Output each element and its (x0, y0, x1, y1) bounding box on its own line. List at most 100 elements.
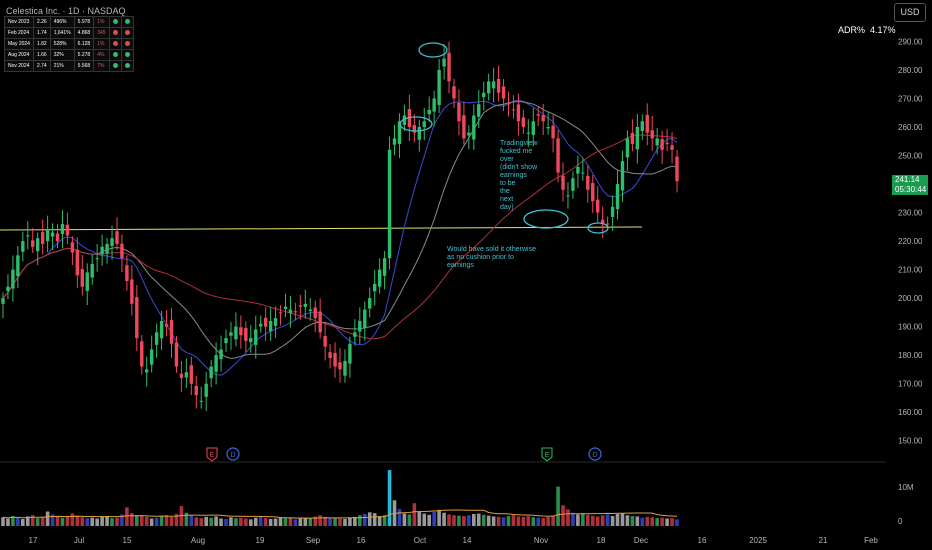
volume-bar (288, 517, 293, 526)
x-tick-label: 15 (123, 536, 132, 545)
volume-bar (11, 516, 15, 526)
candle-body (586, 175, 590, 190)
volume-bar (546, 516, 550, 526)
candle-body (610, 206, 615, 217)
candle-body (551, 125, 555, 139)
ma-mid-line (2, 101, 678, 359)
y-tick-label: 230.00 (898, 209, 923, 218)
candle-body (511, 109, 516, 111)
candle-body (467, 132, 471, 136)
x-tick-label: 2025 (749, 536, 767, 545)
volume-bar (397, 509, 402, 526)
candle-body (556, 138, 560, 173)
earnings-cell: 6.128 (73, 38, 95, 50)
highlight-circle-low (587, 222, 609, 234)
volume-bar (561, 505, 565, 526)
volume-bar (660, 517, 664, 526)
x-tick-label: Aug (191, 536, 205, 545)
volume-bar (432, 511, 436, 526)
moving-averages (2, 99, 678, 376)
volume-bar (115, 517, 119, 526)
y-tick-label: 270.00 (898, 94, 923, 103)
y-tick-label: 260.00 (898, 123, 923, 132)
candle-body (278, 312, 283, 314)
candle-body (665, 142, 669, 145)
volume-bar (169, 516, 174, 526)
currency-button[interactable]: USD (894, 3, 926, 22)
support-line (0, 226, 643, 231)
annotation-sold[interactable]: Would have sold it otherwise as no cushi… (447, 246, 536, 270)
candle-body (516, 104, 521, 122)
volume-bar (209, 517, 213, 526)
y-tick-label: 210.00 (898, 266, 923, 275)
volume-bar (323, 516, 327, 526)
earnings-cell: 5.278 (73, 49, 95, 61)
candle-body (650, 130, 654, 139)
volume-bar (501, 517, 506, 526)
dividend-marker-icon (588, 447, 602, 461)
volume-bar (298, 518, 303, 526)
volume-bar (35, 518, 40, 526)
candle-body (75, 249, 80, 276)
volume-bar (244, 518, 248, 526)
y-tick-label: 290.00 (898, 37, 923, 46)
event-marker-label: D (230, 452, 235, 459)
x-tick-label: Jul (74, 536, 84, 545)
candle-body (576, 166, 580, 174)
candle-body (486, 81, 491, 94)
candle-body (283, 306, 288, 310)
volume-bar (50, 514, 55, 526)
candle-body (65, 224, 70, 236)
volume-bar (154, 517, 159, 526)
volume-bar (348, 517, 352, 526)
volume-bar (585, 514, 590, 526)
candle-body (80, 269, 84, 287)
candle-body (16, 255, 20, 277)
ma-fast-line (2, 99, 678, 376)
volume-bar (234, 518, 238, 526)
annotation-line: over (500, 156, 514, 163)
annotation-tradingview[interactable]: Tradingview fucked me over (didn't show … (500, 140, 537, 212)
volume-bar (159, 516, 164, 526)
earnings-cell: 1,641% (49, 27, 75, 39)
candle-body (125, 265, 129, 282)
candle-body (273, 318, 278, 326)
candle-body (149, 349, 154, 365)
earnings-status (108, 60, 122, 72)
candle-body (1, 298, 5, 304)
volume-bar (675, 519, 679, 526)
x-tick-label: 18 (597, 536, 606, 545)
earnings-cell: 1% (93, 38, 110, 50)
volume-bar (214, 516, 218, 526)
volume-bar (358, 515, 362, 526)
status-dot-icon (124, 19, 130, 25)
candle-body (675, 156, 679, 182)
candle-body (437, 69, 441, 106)
earnings-row: Nov 2023 2.26 496% 5.978 1% (4, 16, 134, 28)
volume-bar (581, 513, 585, 526)
candle-body (159, 320, 164, 339)
volume-bar (90, 517, 95, 526)
candle-body (546, 126, 550, 129)
candle-body (308, 309, 312, 311)
earnings-row: Aug 2024 1.66 32% 5.278 4% (4, 49, 134, 61)
earnings-cell: 21% (49, 60, 75, 72)
candle-body (209, 366, 213, 379)
volume-bar (278, 517, 283, 526)
earnings-cell: 1% (93, 16, 110, 28)
dividend-marker-icon (226, 447, 240, 461)
x-tick-label: Dec (634, 536, 648, 545)
candle-body (303, 303, 308, 307)
volume-bar (219, 518, 223, 526)
volume-bar (481, 514, 486, 526)
volume-bar (412, 503, 417, 526)
earnings-row: May 2024 1.82 528% 6.128 1% (4, 38, 134, 50)
volume-bar (536, 517, 541, 526)
candle-body (154, 332, 159, 345)
volume-bar (650, 517, 655, 526)
candle-body (397, 121, 402, 145)
earnings-status (120, 49, 134, 61)
candle-body (432, 98, 436, 112)
adr-value: 4.17% (870, 25, 896, 35)
